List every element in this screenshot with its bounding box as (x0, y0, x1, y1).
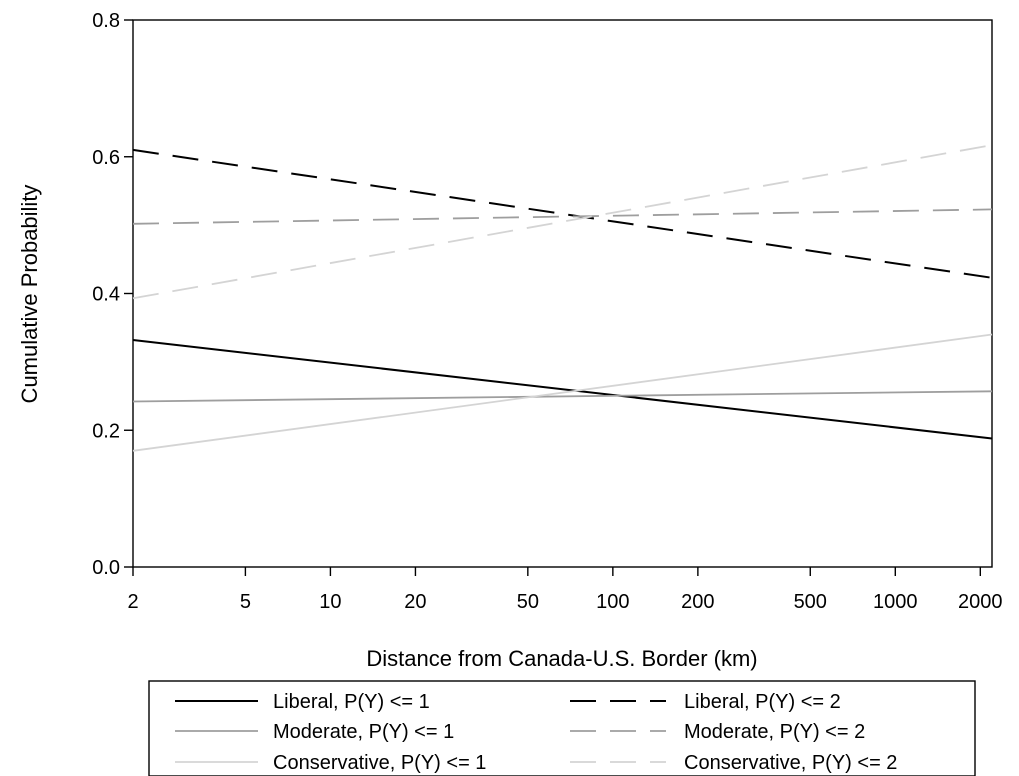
legend-label-3: Moderate, P(Y) <= 1 (273, 721, 454, 743)
series-line-6 (132, 144, 993, 300)
y-tick-label: 0.2 (92, 420, 120, 442)
y-axis-title: Cumulative Probability (17, 185, 42, 404)
y-axis: 0.0 0.2 0.4 0.6 0.8 (92, 10, 133, 579)
series-line-5 (132, 333, 993, 452)
x-tick-label: 200 (681, 591, 714, 613)
x-tick-label: 10 (319, 591, 341, 613)
plot-area (132, 19, 993, 568)
x-tick-label: 1000 (873, 591, 918, 613)
series-group (132, 144, 993, 452)
x-axis: 2 5 10 20 50 100 200 500 1000 2000 (127, 567, 1003, 613)
x-axis-title: Distance from Canada-U.S. Border (km) (366, 646, 757, 671)
x-tick-label: 5 (240, 591, 251, 613)
x-tick-label: 100 (596, 591, 629, 613)
x-tick-label: 2 (127, 591, 138, 613)
x-tick-label: 500 (794, 591, 827, 613)
y-tick-label: 0.8 (92, 10, 120, 32)
legend: Liberal, P(Y) <= 1 Liberal, P(Y) <= 2 Mode… (148, 680, 976, 776)
y-tick-label: 0.6 (92, 147, 120, 169)
legend-label-2: Liberal, P(Y) <= 2 (684, 691, 841, 713)
legend-label-4: Moderate, P(Y) <= 2 (684, 721, 865, 743)
series-line-3 (132, 390, 993, 403)
x-tick-label: 20 (404, 591, 426, 613)
y-tick-label: 0.4 (92, 284, 120, 306)
legend-label-6: Conservative, P(Y) <= 2 (684, 752, 897, 774)
legend-label-1: Liberal, P(Y) <= 1 (273, 691, 430, 713)
series-line-1 (132, 339, 993, 440)
y-tick-label: 0.0 (92, 557, 120, 579)
x-tick-label: 2000 (958, 591, 1003, 613)
series-line-2 (132, 148, 993, 279)
x-tick-label: 50 (517, 591, 539, 613)
legend-box (148, 680, 976, 776)
legend-label-5: Conservative, P(Y) <= 1 (273, 752, 486, 774)
series-line-4 (132, 208, 993, 225)
